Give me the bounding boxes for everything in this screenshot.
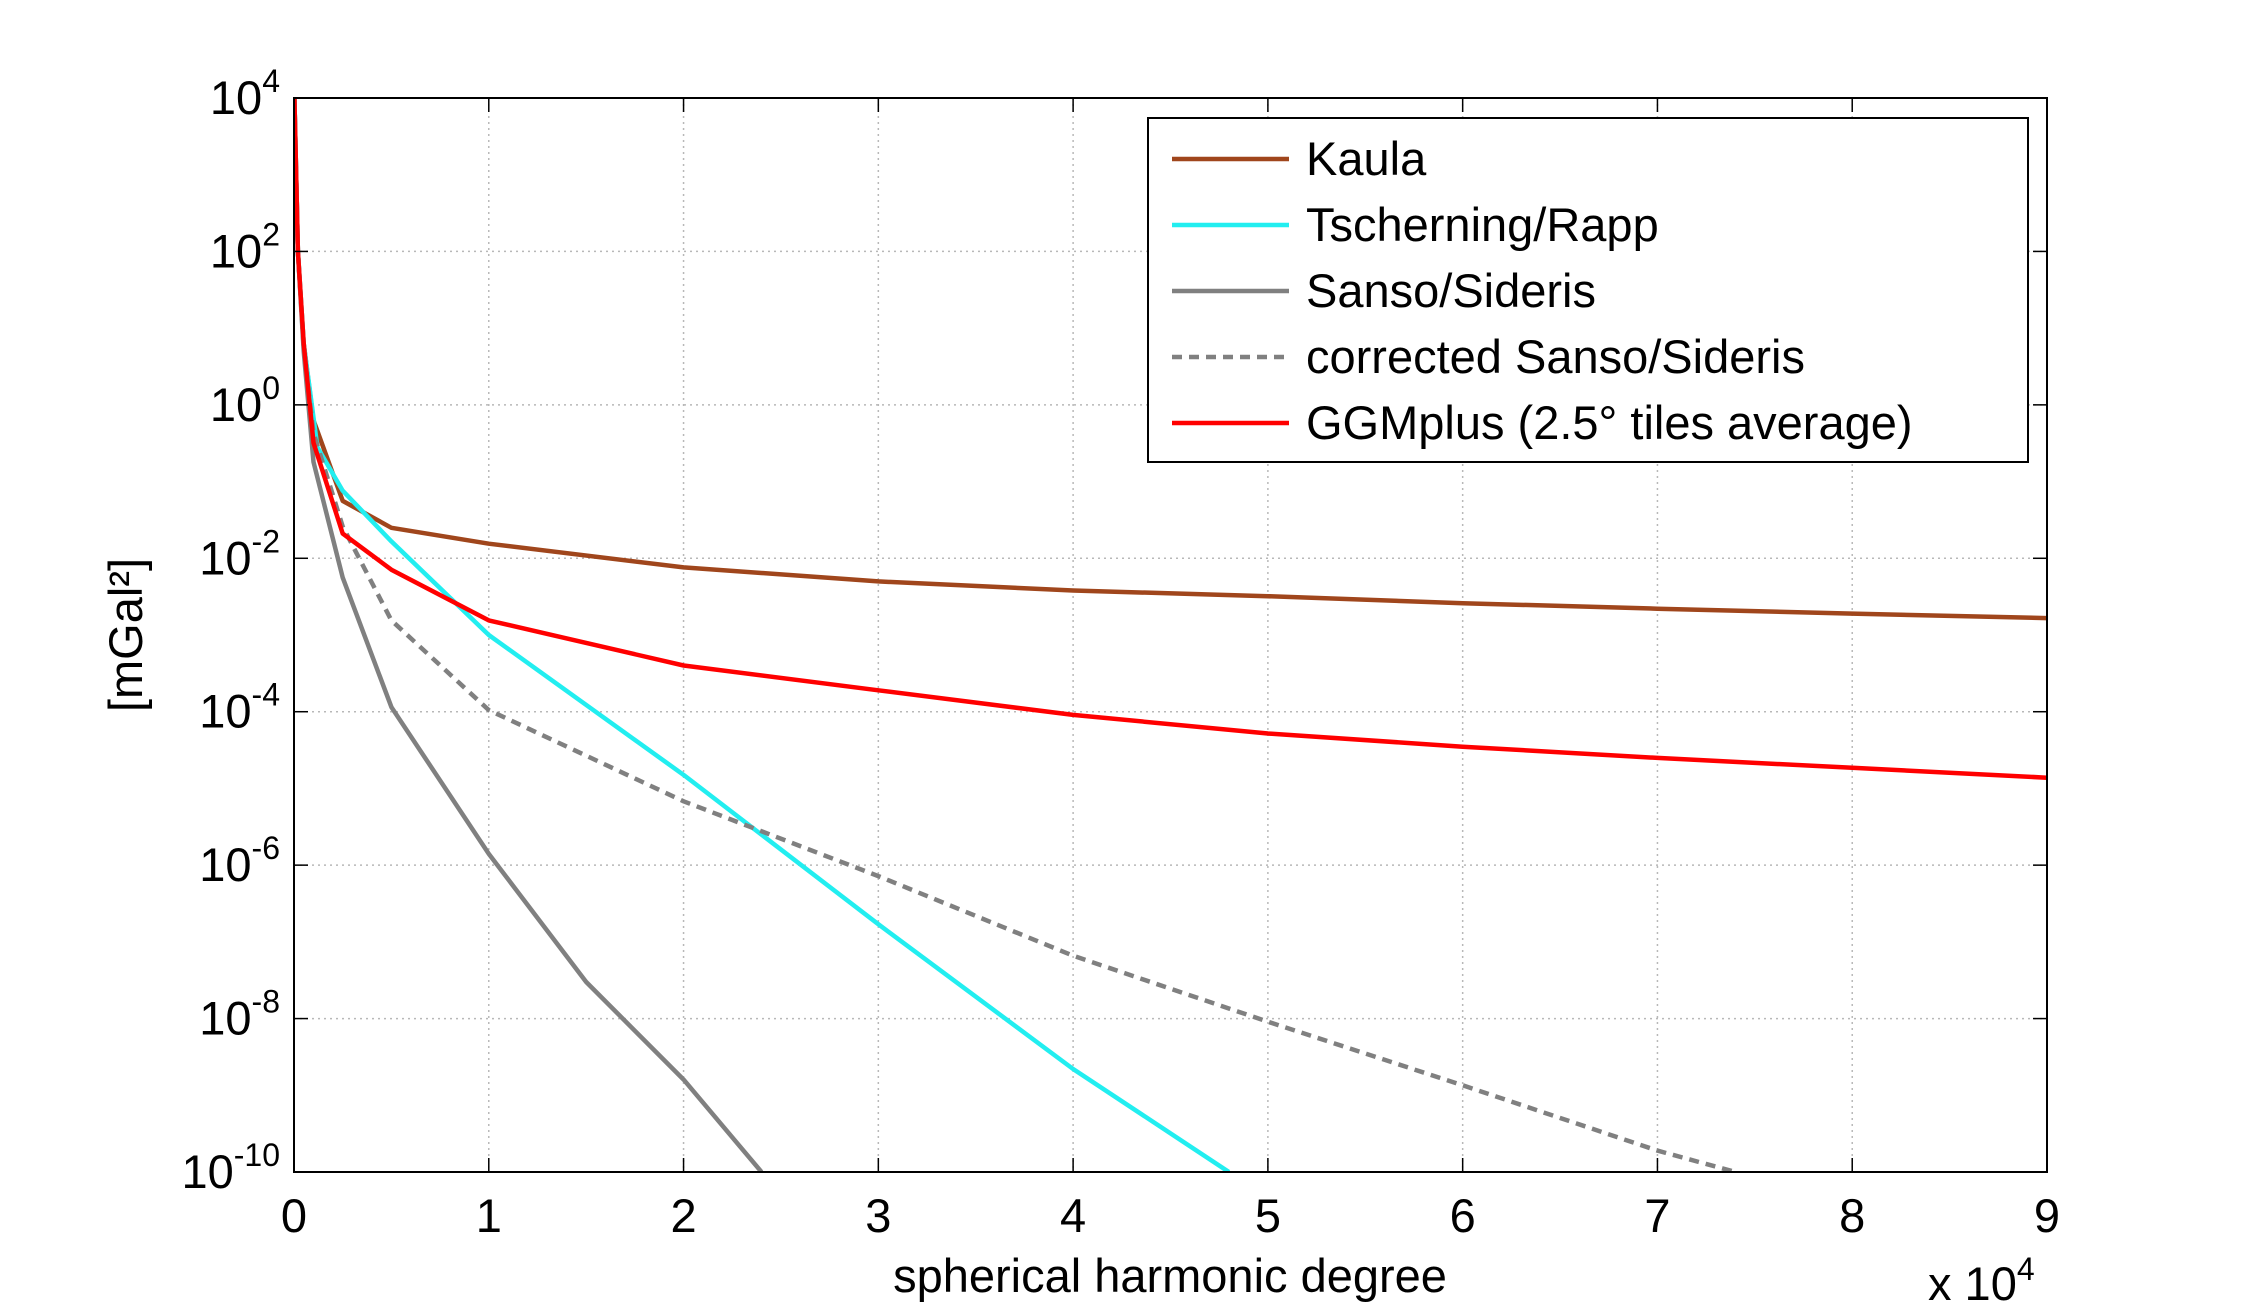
y-axis-label: [mGal²] — [99, 558, 152, 712]
y-tick-base: 10 — [199, 992, 251, 1045]
plot-frame — [293, 97, 2048, 1173]
x-multiplier-base: x 10 — [1928, 1257, 2017, 1310]
x-axis-label: spherical harmonic degree — [893, 1249, 1447, 1302]
legend-box — [1147, 117, 2029, 463]
x-tick-label: 7 — [1644, 1189, 1670, 1242]
x-multiplier-exponent: 4 — [2017, 1251, 2035, 1287]
legend-label: corrected Sanso/Sideris — [1306, 330, 1805, 383]
x-tick-label: 2 — [670, 1189, 696, 1242]
legend: Kaula Tscherning/Rapp Sanso/Sideris correct… — [1147, 117, 2029, 463]
series-line — [294, 98, 2047, 780]
x-multiplier: x 104 — [1928, 1251, 2035, 1310]
x-tick-label: 5 — [1255, 1189, 1281, 1242]
y-tick-label: 104 — [210, 63, 280, 124]
y-tick-exponent: -8 — [252, 984, 280, 1020]
y-tick-base: 10 — [210, 378, 262, 431]
x-tick-label: 8 — [1839, 1189, 1865, 1242]
series-lines — [294, 98, 2047, 1172]
y-tick-label: 10-10 — [181, 1137, 280, 1198]
y-tick-base: 10 — [210, 71, 262, 124]
y-tick-exponent: 2 — [262, 216, 280, 252]
y-tick-label: 10-8 — [199, 984, 280, 1045]
y-tick-label: 10-4 — [199, 677, 280, 738]
y-tick-label: 10-6 — [199, 830, 280, 891]
y-tick-exponent: -2 — [252, 523, 280, 559]
x-tick-label: 1 — [476, 1189, 502, 1242]
x-tick-label: 9 — [2034, 1189, 2060, 1242]
legend-label: Tscherning/Rapp — [1306, 198, 1659, 251]
x-tick-label: 3 — [865, 1189, 891, 1242]
legend-label: GGMplus (2.5° tiles average) — [1306, 396, 1913, 449]
y-tick-exponent: -6 — [252, 830, 280, 866]
y-tick-label: 100 — [210, 370, 280, 431]
y-tick-label: 10-2 — [199, 523, 280, 584]
y-tick-exponent: 4 — [262, 63, 280, 99]
y-tick-exponent: -4 — [252, 677, 280, 713]
y-tick-exponent: -10 — [234, 1137, 280, 1173]
y-tick-base: 10 — [210, 224, 262, 277]
x-tick-label: 6 — [1450, 1189, 1476, 1242]
y-tick-base: 10 — [199, 685, 251, 738]
y-tick-exponent: 0 — [262, 370, 280, 406]
y-tick-label: 102 — [210, 216, 280, 277]
legend-label: Kaula — [1306, 132, 1427, 185]
y-tick-base: 10 — [181, 1145, 233, 1198]
legend-label: Sanso/Sideris — [1306, 264, 1596, 317]
x-tick-label: 4 — [1060, 1189, 1086, 1242]
y-tick-base: 10 — [199, 838, 251, 891]
x-tick-label: 0 — [281, 1189, 307, 1242]
y-tick-base: 10 — [199, 531, 251, 584]
